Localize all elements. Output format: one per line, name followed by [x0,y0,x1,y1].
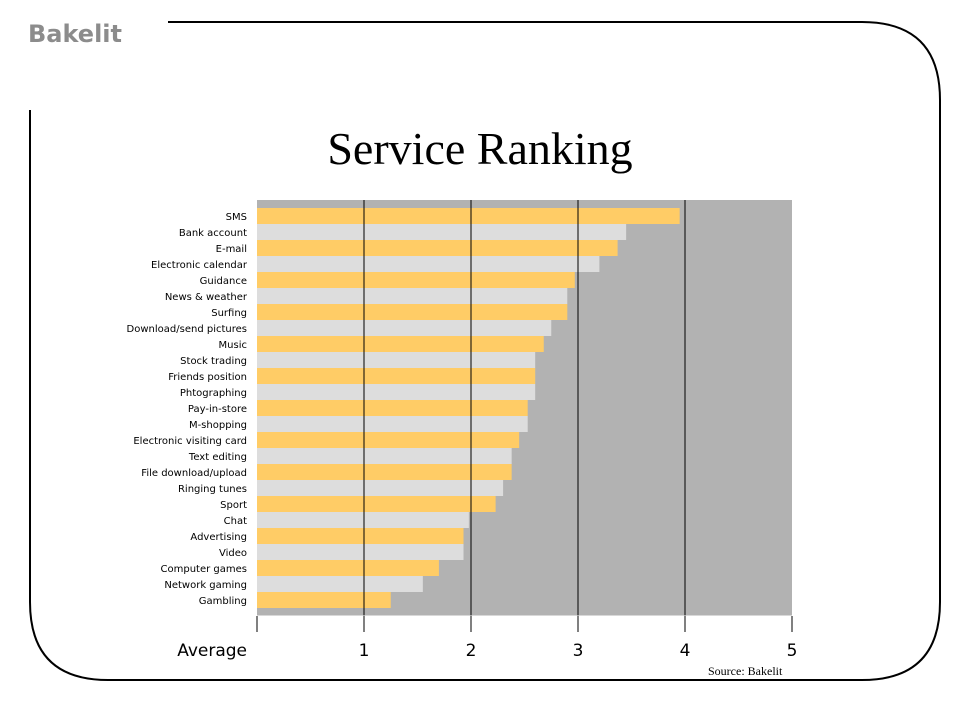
category-label: Chat [224,516,247,527]
bar-12 [257,400,528,416]
bar-11 [257,384,536,400]
bar-19 [257,512,469,528]
bar-24 [257,592,391,608]
category-labels: SMS Bank account E-mail Electronic calendar… [127,212,248,607]
chart-title: Service Ranking [327,123,633,174]
bar-14 [257,432,520,448]
grid-lines [363,200,686,616]
bar-10 [257,368,536,384]
category-label: M-shopping [189,420,247,431]
category-label: Sport [220,500,247,511]
category-label: News & weather [165,292,248,303]
bar-0 [257,208,680,224]
bar-7 [257,320,552,336]
bar-22 [257,560,439,576]
category-label: File download/upload [141,468,247,479]
bar-16 [257,464,512,480]
category-label: Bank account [179,228,247,239]
bar-1 [257,224,627,240]
category-label: Guidance [200,276,247,287]
bar-4 [257,272,575,288]
category-label: Download/send pictures [127,324,247,335]
category-label: Electronic visiting card [133,436,247,447]
category-label: Computer games [161,564,247,575]
tick-label-2: 2 [466,641,477,661]
bar-5 [257,288,568,304]
bar-21 [257,544,464,560]
source-note: Source: Bakelit [708,664,783,678]
category-label: Pay-in-store [188,404,247,415]
bar-9 [257,352,536,368]
bar-6 [257,304,568,320]
bars-group [257,208,680,608]
bar-2 [257,240,618,256]
bar-23 [257,576,423,592]
bar-3 [257,256,600,272]
category-label: Gambling [199,596,247,607]
tick-label-4: 4 [680,641,691,661]
bar-20 [257,528,464,544]
brand-logo: Bakelit [28,20,123,48]
axis-ticks: 1 2 3 4 5 [256,616,798,661]
category-label: Ringing tunes [178,484,247,495]
bar-18 [257,496,496,512]
category-label: E-mail [216,244,247,255]
x-axis-label: Average [177,641,247,661]
category-label: Text editing [188,452,247,463]
category-label: Video [219,548,247,559]
category-label: Music [219,340,247,351]
category-label: SMS [226,212,247,223]
category-label: Surfing [211,308,247,319]
bar-8 [257,336,544,352]
tick-label-3: 3 [573,641,584,661]
category-label: Network gaming [164,580,247,591]
bar-17 [257,480,504,496]
bar-15 [257,448,512,464]
category-label: Friends position [168,372,247,383]
bar-13 [257,416,528,432]
tick-label-5: 5 [787,641,798,661]
category-label: Phtographing [180,388,247,399]
category-label: Advertising [190,532,247,543]
category-label: Stock trading [180,356,247,367]
category-label: Electronic calendar [151,260,248,271]
tick-label-1: 1 [359,641,370,661]
